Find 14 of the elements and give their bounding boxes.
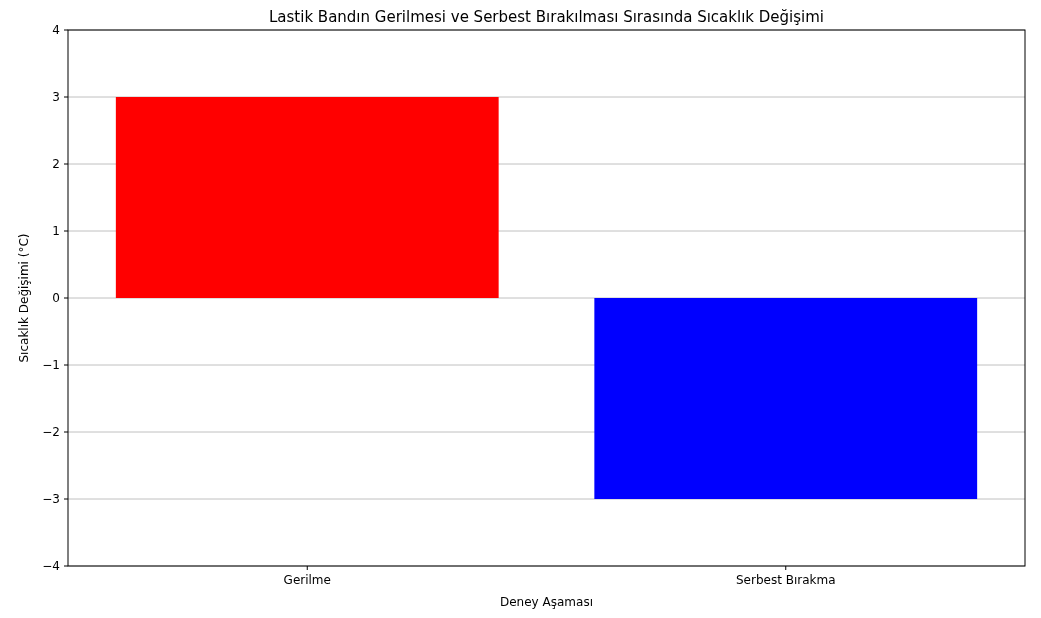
y-tick-label: 1: [52, 224, 60, 239]
y-tick-label: 2: [52, 157, 60, 172]
y-tick-label: 3: [52, 90, 60, 105]
y-tick-label: 4: [52, 23, 60, 38]
chart-title: Lastik Bandın Gerilmesi ve Serbest Bırakılması Sırasında Sıcaklık Değişimi: [268, 8, 825, 26]
x-tick-label: Serbest Bırakma: [735, 573, 836, 587]
y-tick-label: −3: [42, 492, 60, 507]
y-axis-title: Sıcaklık Değişimi (°C): [17, 233, 31, 363]
y-tick-label: −4: [42, 559, 60, 574]
x-axis-title: Deney Aşaması: [500, 595, 593, 609]
y-tick-label: −2: [42, 425, 60, 440]
y-tick-label: −1: [42, 358, 60, 373]
y-tick-label: 0: [52, 291, 60, 306]
x-tick-label: Gerilme: [283, 573, 331, 587]
